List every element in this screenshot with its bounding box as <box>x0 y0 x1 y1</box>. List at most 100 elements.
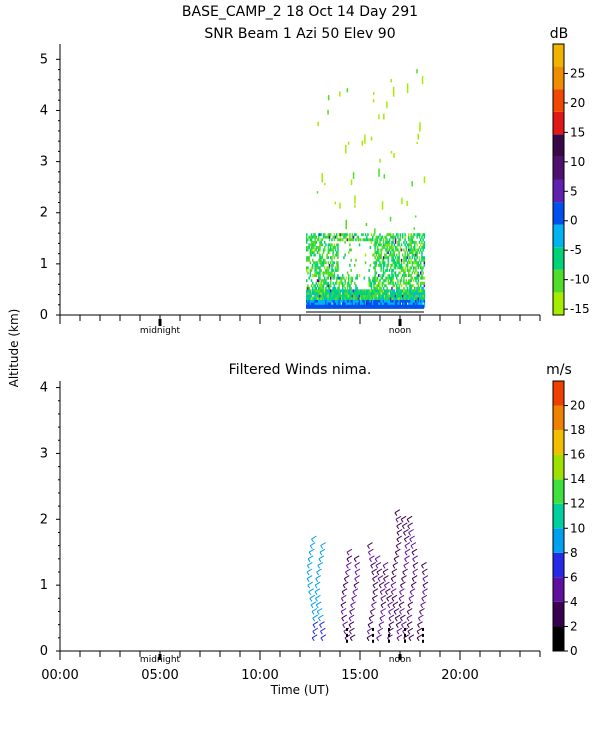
wind-barb <box>403 529 409 533</box>
snr-cell <box>394 266 397 270</box>
snr-cell <box>387 258 390 262</box>
snr-cell <box>396 246 398 249</box>
snr-cell <box>374 294 376 298</box>
snr-cell <box>376 238 379 242</box>
snr-echo <box>379 158 381 163</box>
snr-cell <box>306 258 308 262</box>
snr-cell <box>416 274 418 277</box>
wind-barb-flag <box>319 624 322 628</box>
snr-cell <box>352 289 355 293</box>
snr-cell <box>366 297 368 300</box>
snr-echo <box>411 181 413 187</box>
snr-cell <box>392 253 394 257</box>
snr-cell <box>380 251 382 254</box>
snr-cell <box>328 302 331 306</box>
snr-cell <box>344 281 346 285</box>
snr-cell <box>322 235 325 239</box>
snr-cell <box>414 240 416 244</box>
snr-cell <box>314 289 316 293</box>
snr-cell <box>318 271 320 275</box>
snr-cell <box>396 299 398 303</box>
snr-cell <box>399 263 402 267</box>
wind-barb <box>353 555 360 560</box>
snr-echo <box>416 142 418 145</box>
wind-barb-flag <box>408 598 412 602</box>
snr-cell <box>415 258 417 262</box>
wind-barb-flag <box>391 598 395 602</box>
snr-cell <box>346 271 349 275</box>
snr-cell <box>320 233 322 237</box>
wind-barb-flag <box>378 584 382 589</box>
snr-cell <box>333 243 336 247</box>
snr-cell <box>416 297 418 300</box>
snr-cell <box>355 238 357 242</box>
snr-cell <box>327 271 330 275</box>
snr-cell <box>405 294 408 298</box>
snr-cell <box>374 292 376 295</box>
snr-echo <box>339 91 341 97</box>
snr-cell <box>327 289 330 293</box>
snr-cell <box>382 243 385 247</box>
snr-cell <box>309 253 312 257</box>
snr-cell <box>404 258 406 262</box>
snr-cell <box>414 294 416 298</box>
snr-cell <box>406 256 409 260</box>
snr-cell <box>379 238 381 242</box>
snr-cell <box>379 294 381 298</box>
snr-cell <box>375 276 378 280</box>
snr-cell <box>373 294 375 298</box>
wind-barb <box>320 627 326 632</box>
snr-heatmap <box>306 69 426 309</box>
snr-cell <box>369 279 372 283</box>
snr-cell <box>421 281 423 285</box>
snr-cell <box>310 294 313 298</box>
wind-barb <box>344 575 350 579</box>
snr-cell <box>318 235 320 239</box>
snr-cell <box>420 294 422 298</box>
wind-barb-flag <box>367 551 371 556</box>
snr-cell <box>418 289 421 293</box>
snr-echo <box>346 88 349 93</box>
snr-cell <box>348 292 350 295</box>
snr-cell <box>417 266 420 270</box>
wind-barb-flag <box>340 598 344 602</box>
snr-cell <box>417 302 420 306</box>
snr-cell <box>404 253 406 257</box>
snr-cell <box>355 284 357 288</box>
snr-cell <box>321 299 324 303</box>
snr-cell <box>384 271 386 275</box>
snr-cell <box>350 299 352 303</box>
snr-cell <box>324 266 326 270</box>
snr-cell <box>376 289 379 293</box>
snr-cell <box>321 289 324 293</box>
snr-cell <box>330 284 332 288</box>
snr-cell <box>320 286 322 290</box>
snr-cell <box>391 299 393 303</box>
snr-cell <box>319 256 321 260</box>
snr-cell <box>312 258 314 262</box>
snr-cell <box>396 286 398 290</box>
wind-barb-flag <box>316 611 320 615</box>
wind-low-marker <box>372 633 374 637</box>
snr-cell <box>315 302 318 306</box>
snr-cell <box>406 243 409 247</box>
snr-cell <box>382 263 385 267</box>
snr-cell <box>394 299 397 303</box>
wind-barb-flag <box>349 611 353 615</box>
snr-cell <box>330 299 332 303</box>
snr-cell <box>357 235 360 239</box>
snr-cell <box>417 292 420 295</box>
snr-cell <box>386 299 388 303</box>
winds-panel-title: Filtered Winds nima. <box>229 362 372 378</box>
snr-cell <box>410 302 412 306</box>
snr-cell <box>345 276 348 280</box>
snr-cell <box>367 302 369 306</box>
snr-cell <box>388 297 391 300</box>
snr-echo <box>324 183 326 186</box>
snr-cell <box>315 271 318 275</box>
snr-cell <box>356 274 358 277</box>
snr-cell <box>387 263 390 267</box>
wind-barb <box>421 561 427 566</box>
snr-cell <box>400 284 403 288</box>
snr-cell <box>375 297 378 300</box>
